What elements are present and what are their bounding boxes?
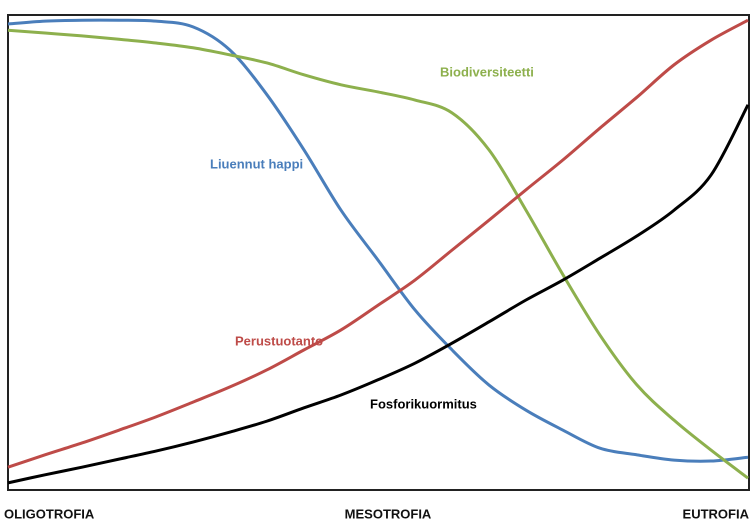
series-line bbox=[7, 104, 750, 485]
series-line bbox=[7, 18, 749, 469]
series-line bbox=[7, 28, 749, 480]
plot-frame bbox=[7, 14, 750, 491]
x-tick-label: OLIGOTROFIA bbox=[4, 506, 95, 521]
x-tick-label: EUTROFIA bbox=[683, 506, 750, 521]
series-label: Liuennut happi bbox=[210, 156, 303, 171]
series-label: Biodiversiteetti bbox=[440, 64, 534, 79]
x-tick-label: MESOTROFIA bbox=[345, 506, 432, 521]
series-label: Perustuotanto bbox=[235, 333, 323, 348]
series-label: Fosforikuormitus bbox=[370, 396, 477, 411]
series-line bbox=[7, 18, 749, 463]
